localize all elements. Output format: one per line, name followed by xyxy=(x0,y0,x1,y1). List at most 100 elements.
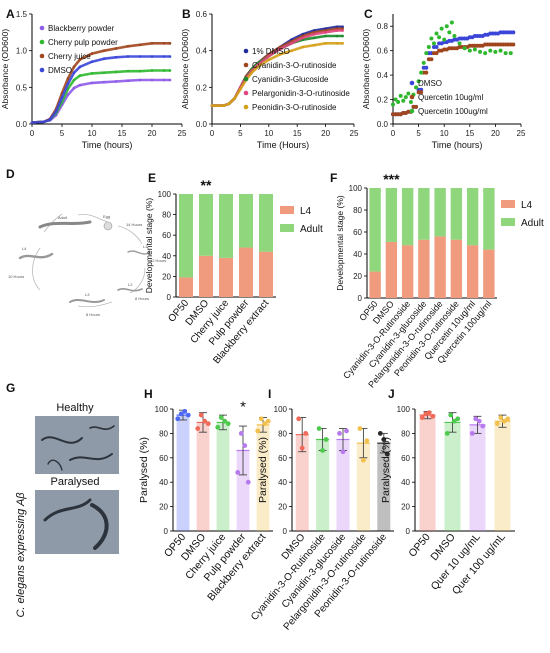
data-point xyxy=(416,79,421,84)
bar xyxy=(377,443,391,531)
x-tick-label: 25 xyxy=(178,129,187,138)
y-axis-label: Absorbance (OD600) xyxy=(361,29,371,109)
replicate-point xyxy=(178,411,184,417)
legend-swatch xyxy=(501,200,515,208)
panel-letter-e: E xyxy=(148,171,156,185)
y-tick-label: 80 xyxy=(278,429,287,438)
legend-marker xyxy=(409,80,415,86)
y-tick-label: 0.2 xyxy=(377,96,389,105)
data-point xyxy=(278,53,282,56)
y-tick-label: 0.4 xyxy=(196,47,208,56)
data-point xyxy=(478,49,483,54)
x-axis-label: Time (hours) xyxy=(432,140,483,150)
data-point xyxy=(30,121,34,124)
bar-segment xyxy=(434,236,446,298)
bar xyxy=(295,434,309,531)
legend-swatch xyxy=(501,218,515,226)
y-tick-label: 40 xyxy=(278,478,287,487)
legend-label: 1% DMSO xyxy=(252,47,290,56)
replicate-point xyxy=(364,438,370,444)
arrow-l2-l3 xyxy=(77,301,113,308)
data-point xyxy=(324,42,327,45)
data-point xyxy=(290,49,293,52)
microscopy-panel: C. elegans expressing Aβ Healthy Paralys… xyxy=(15,402,119,618)
legend-swatch xyxy=(280,224,294,232)
y-tick-label: 100 xyxy=(349,184,363,193)
data-point xyxy=(168,69,172,72)
data-point xyxy=(391,102,395,107)
data-point xyxy=(162,78,166,82)
arrow-l3-l4 xyxy=(32,247,41,291)
data-point xyxy=(162,55,166,58)
panel-c-legend: DMSO Quercetin 10ug/ml Quercetin 100ug/ml xyxy=(409,79,488,116)
bar-segment xyxy=(259,251,273,297)
bar-segment xyxy=(466,245,479,298)
data-point xyxy=(401,98,406,103)
replicate-point xyxy=(262,421,268,427)
bar xyxy=(176,415,190,531)
data-point xyxy=(312,36,316,40)
data-point xyxy=(312,43,316,47)
replicate-point xyxy=(381,437,387,442)
x-tick-label: 15 xyxy=(465,129,474,138)
bar-segment xyxy=(385,188,398,242)
bar-segment xyxy=(239,247,253,297)
y-tick-label: 0.5 xyxy=(16,83,28,92)
x-tick-label: 5 xyxy=(238,129,243,138)
data-point xyxy=(150,78,154,82)
label-l2: L2 xyxy=(128,282,133,287)
healthy-worm-4 xyxy=(47,459,63,471)
significance-annotation: ** xyxy=(201,177,212,193)
data-point xyxy=(335,42,339,45)
bar-segment xyxy=(179,277,193,297)
x-tick-label: 0 xyxy=(391,129,396,138)
data-point xyxy=(66,82,70,85)
egg-shape xyxy=(103,221,113,231)
y-tick-label: 0.6 xyxy=(377,47,389,56)
replicate-point xyxy=(361,457,366,463)
data-point xyxy=(511,42,516,47)
healthy-label: Healthy xyxy=(56,402,94,414)
bar xyxy=(216,422,230,531)
y-tick-label: 1.0 xyxy=(16,47,28,56)
replicate-point xyxy=(444,431,450,436)
x-tick-label: 0 xyxy=(210,129,215,138)
data-point xyxy=(227,102,231,106)
data-point xyxy=(90,81,94,85)
data-point xyxy=(511,30,516,35)
replicate-point xyxy=(498,415,504,420)
x-tick-label: 10 xyxy=(88,129,97,138)
arrow-l4-adult xyxy=(43,213,63,233)
data-point xyxy=(341,34,344,38)
legend-label: DMSO xyxy=(418,79,442,88)
replicate-point xyxy=(245,479,251,485)
data-point xyxy=(102,71,106,74)
data-point xyxy=(222,104,225,107)
data-point xyxy=(447,30,452,35)
data-point xyxy=(54,110,58,113)
panel-letter-f: F xyxy=(330,171,337,185)
y-tick-label: 0 xyxy=(406,527,411,536)
l4-worm xyxy=(18,252,54,260)
x-tick-label: 0 xyxy=(30,129,35,138)
y-tick-label: 100 xyxy=(158,190,172,199)
panel-a-series xyxy=(30,42,172,124)
legend-marker xyxy=(243,62,249,68)
data-point xyxy=(434,45,439,49)
data-point xyxy=(278,47,282,51)
bar-segment xyxy=(483,188,495,250)
y-tick-label: 20 xyxy=(278,503,287,512)
replicate-point xyxy=(205,421,211,427)
y-tick-label: 0.4 xyxy=(377,71,389,80)
bar-segment xyxy=(369,188,381,272)
bar xyxy=(336,439,350,531)
y-tick-label: 40 xyxy=(162,252,171,261)
data-point xyxy=(429,36,434,41)
y-tick-label: 60 xyxy=(159,454,168,463)
y-tick-label: 40 xyxy=(401,478,410,487)
data-point xyxy=(78,74,82,77)
replicate-point xyxy=(323,437,329,442)
data-point xyxy=(102,80,106,84)
